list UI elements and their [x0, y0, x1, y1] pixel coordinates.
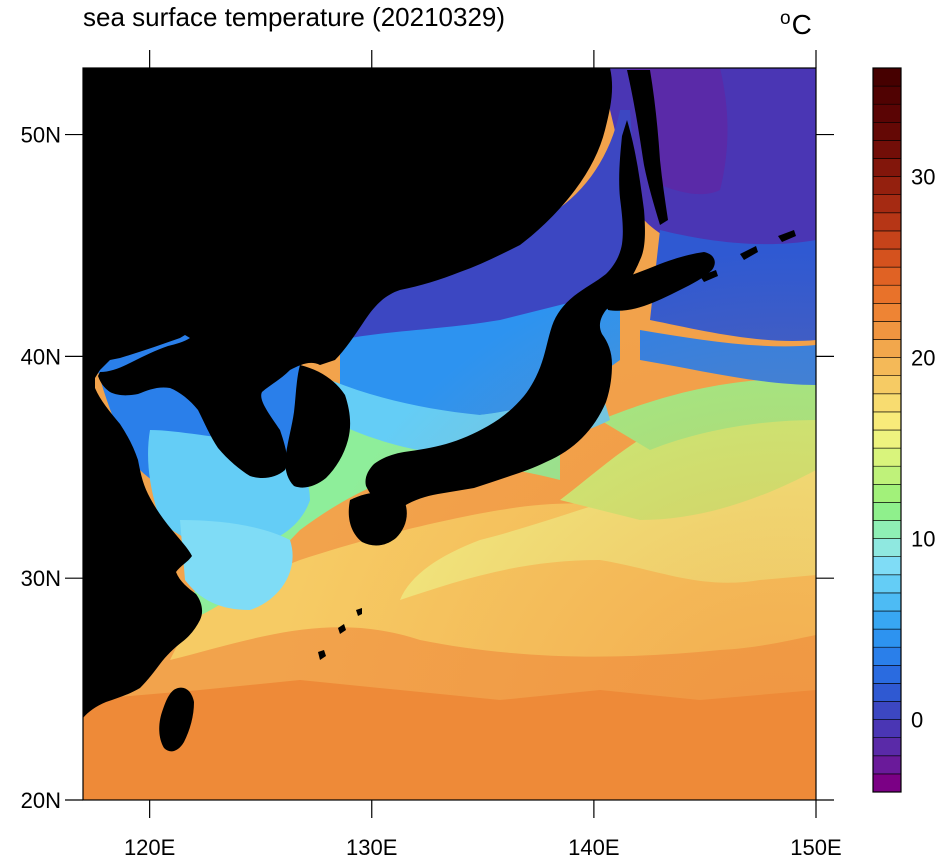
units-label: oC	[780, 2, 812, 42]
colorbar-swatch	[872, 212, 902, 232]
colorbar-swatch	[872, 737, 902, 757]
colorbar-swatch	[872, 701, 902, 720]
lat-tick-label: 40N	[21, 344, 61, 369]
colorbar-swatch	[872, 393, 902, 413]
map-title: sea surface temperature (20210329)	[83, 2, 506, 32]
colorbar-swatch	[872, 592, 902, 612]
colorbar-swatch	[872, 140, 902, 159]
colorbar-swatch	[872, 628, 902, 648]
ryukyu-1	[318, 650, 326, 660]
lon-tick-label: 120E	[124, 835, 175, 858]
colorbar-swatch	[872, 719, 902, 738]
colorbar-swatch	[872, 357, 902, 377]
lon-tick-label: 150E	[790, 835, 841, 858]
colorbar-frame	[872, 67, 902, 793]
colorbar-swatch	[872, 176, 902, 196]
colorbar-swatch	[872, 375, 902, 395]
sst-fill	[83, 68, 816, 800]
lon-tick-label: 130E	[346, 835, 397, 858]
map-panel: 120E 130E 140E 150E 20N 30N 40N 50N	[21, 50, 842, 858]
celsius-letter: C	[791, 9, 812, 40]
kuril-3	[778, 230, 796, 242]
taiwan	[159, 687, 194, 752]
colorbar-swatch	[872, 411, 902, 431]
ryukyu-3	[356, 608, 362, 616]
colorbar-swatch	[872, 266, 902, 286]
lat-tick-label: 30N	[21, 566, 61, 591]
colorbar-swatch	[872, 339, 902, 358]
korean-peninsula	[285, 365, 351, 488]
colorbar-swatch	[872, 502, 902, 521]
lon-tick-group: 120E 130E 140E 150E	[124, 50, 842, 858]
colorbar-swatch	[872, 646, 902, 666]
colorbar-swatch	[872, 574, 902, 594]
sakhalin	[627, 70, 668, 225]
colorbar-swatch	[872, 302, 902, 322]
colorbar-swatch	[872, 465, 902, 485]
colorbar-swatch	[872, 67, 902, 87]
colorbar: 0 10 20 30	[872, 67, 935, 793]
colorbar-swatch	[872, 248, 902, 268]
asian-continent	[83, 68, 613, 718]
kyushu	[348, 492, 407, 546]
hokkaido	[600, 252, 715, 311]
colorbar-swatch	[872, 773, 902, 793]
japan-main	[365, 120, 645, 509]
colorbar-swatch	[872, 683, 902, 702]
colorbar-swatch	[872, 520, 902, 539]
colorbar-swatch	[872, 158, 902, 177]
colorbar-swatch	[872, 85, 902, 105]
kuril-2	[740, 246, 758, 260]
colorbar-swatch	[872, 610, 902, 630]
kuril-1	[700, 270, 718, 282]
colorbar-swatch	[872, 429, 902, 449]
degree-symbol: o	[780, 8, 791, 29]
lon-tick-label: 140E	[568, 835, 619, 858]
colorbar-tick-label: 10	[911, 527, 935, 552]
colorbar-tick-label: 0	[911, 708, 923, 733]
colorbar-swatch	[872, 284, 902, 304]
colorbar-tick-label: 30	[911, 165, 935, 190]
lat-tick-label: 50N	[21, 123, 61, 148]
colorbar-swatch	[872, 538, 902, 557]
colorbar-swatch	[872, 483, 902, 503]
lat-tick-label: 20N	[21, 788, 61, 813]
colorbar-swatch	[872, 321, 902, 340]
colorbar-swatch	[872, 122, 902, 141]
colorbar-swatch	[872, 556, 902, 576]
colorbar-tick-label: 20	[911, 346, 935, 371]
colorbar-swatch	[872, 755, 902, 775]
land-mask	[83, 68, 796, 752]
ryukyu-2	[338, 624, 346, 634]
colorbar-swatch	[872, 447, 902, 467]
colorbar-swatch	[872, 194, 902, 214]
colorbar-swatch	[872, 664, 902, 684]
colorbar-swatch	[872, 103, 902, 123]
map-frame	[82, 67, 817, 801]
lat-tick-group: 20N 30N 40N 50N	[21, 123, 834, 813]
colorbar-swatch	[872, 230, 902, 250]
